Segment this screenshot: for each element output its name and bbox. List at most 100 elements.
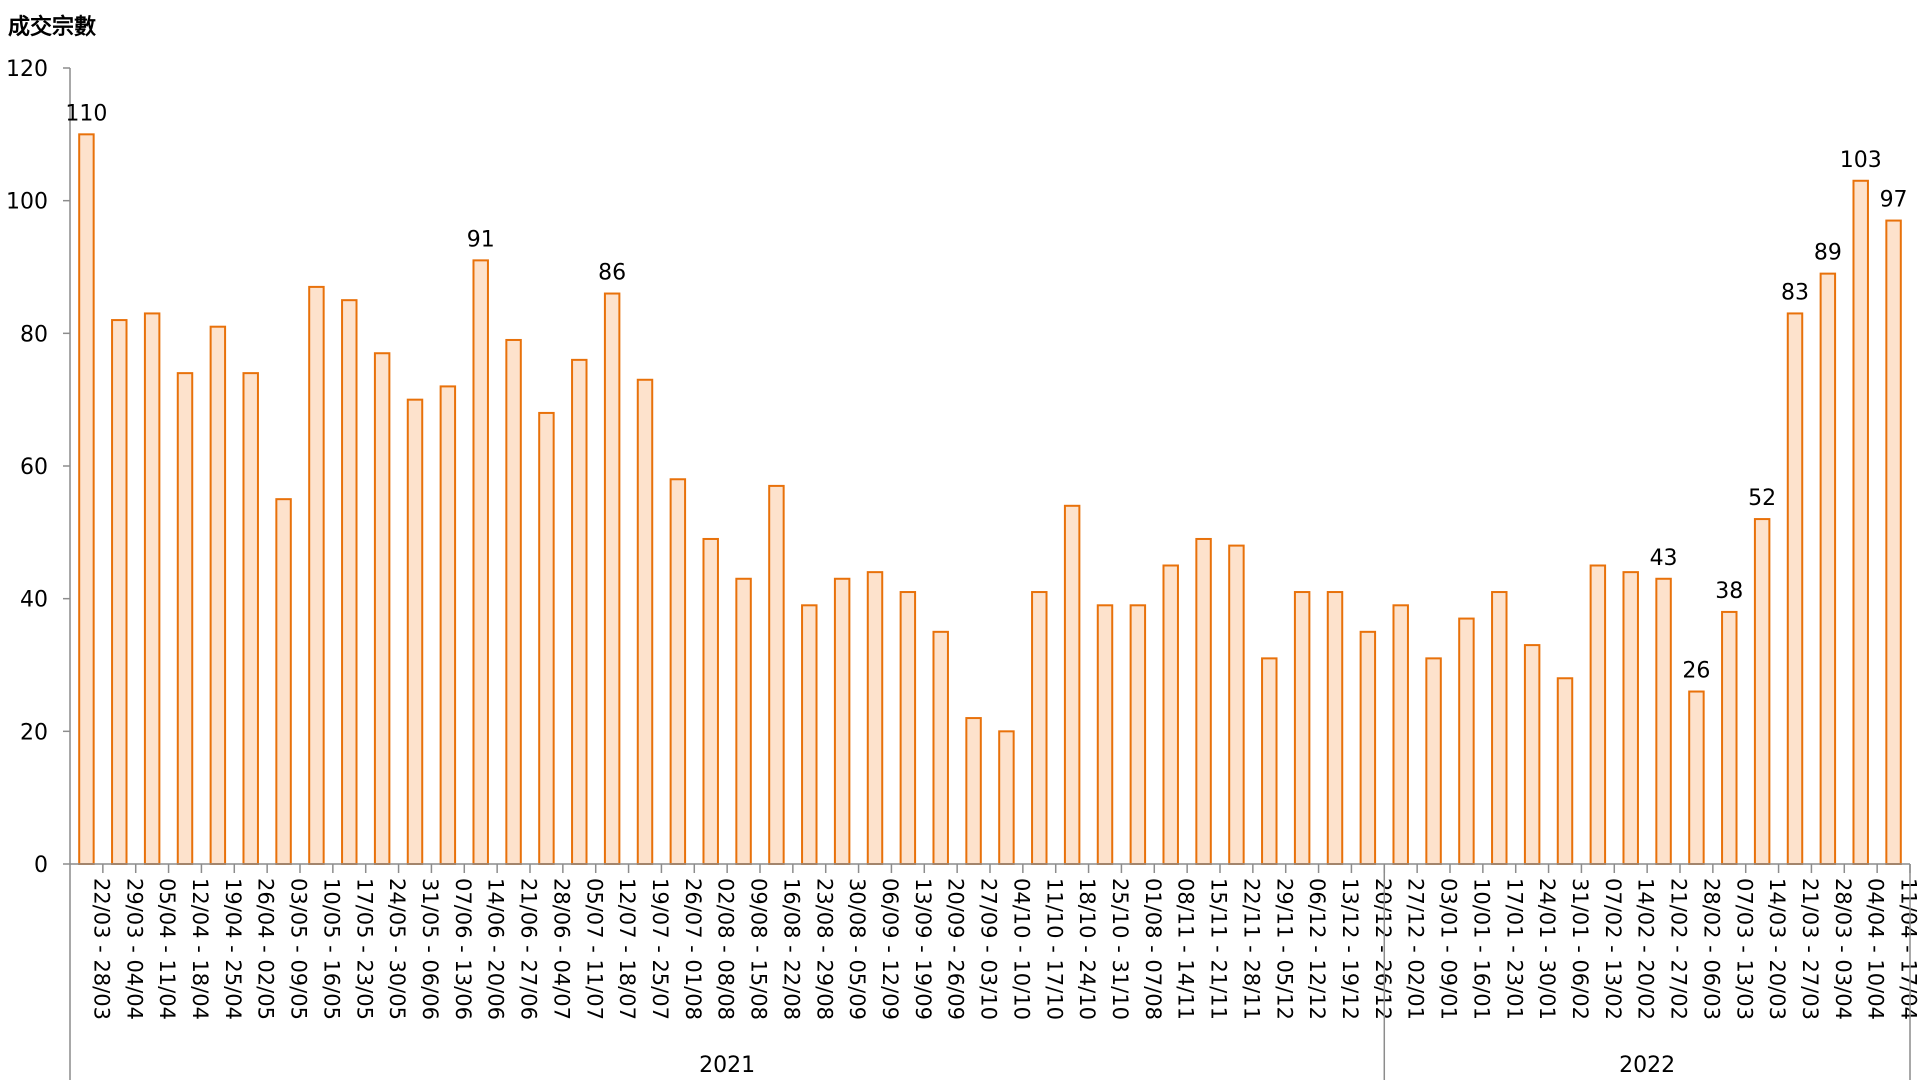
- x-tick-label: 11/10 - 17/10: [1042, 878, 1066, 1020]
- x-tick-label: 11/04 - 17/04: [1897, 878, 1920, 1020]
- bar: [636, 378, 654, 865]
- bar: [1491, 591, 1508, 865]
- bar: [439, 385, 457, 865]
- bar: [1293, 591, 1311, 865]
- bar: [768, 484, 785, 865]
- x-tick-label: 21/06 - 27/06: [517, 878, 541, 1020]
- x-tick-label: 28/03 - 03/04: [1831, 878, 1855, 1020]
- y-tick-label: 120: [6, 57, 48, 82]
- bar: [1392, 604, 1409, 865]
- x-tick-label: 05/04 - 11/04: [155, 878, 179, 1020]
- bar: [1063, 504, 1081, 865]
- bar: [1129, 604, 1147, 865]
- bar: [1031, 591, 1048, 865]
- bar: [1228, 544, 1245, 865]
- x-tick-label: 12/04 - 18/04: [188, 878, 212, 1020]
- x-tick-label: 04/04 - 10/04: [1864, 878, 1888, 1020]
- bar: [1753, 518, 1771, 865]
- bar: [735, 577, 752, 865]
- bar: [1425, 657, 1442, 865]
- y-tick-label: 60: [20, 455, 48, 480]
- x-tick-label: 23/08 - 29/08: [812, 878, 836, 1020]
- bar: [833, 577, 851, 865]
- bar: [1458, 617, 1475, 865]
- x-tick-label: 18/10 - 24/10: [1075, 878, 1099, 1020]
- x-tick-label: 28/06 - 04/07: [549, 878, 573, 1020]
- bar: [1819, 272, 1837, 865]
- x-tick-label: 01/08 - 07/08: [1141, 878, 1165, 1020]
- x-tick-label: 14/06 - 20/06: [484, 878, 508, 1020]
- x-tick-label: 24/01 - 30/01: [1535, 878, 1559, 1020]
- data-label: 89: [1814, 241, 1842, 266]
- x-tick-label: 03/01 - 09/01: [1437, 878, 1461, 1020]
- x-tick-label: 06/09 - 12/09: [878, 878, 902, 1020]
- x-tick-label: 08/11 - 14/11: [1174, 878, 1198, 1020]
- year-group-label: 2022: [1619, 1053, 1675, 1078]
- y-tick-label: 40: [20, 588, 48, 613]
- data-label: 103: [1840, 148, 1882, 173]
- x-tick-label: 25/10 - 31/10: [1108, 878, 1132, 1020]
- bar: [143, 312, 161, 865]
- x-tick-label: 20/12 - 26/12: [1371, 878, 1395, 1020]
- data-label: 43: [1650, 546, 1678, 571]
- x-tick-label: 03/05 - 09/05: [287, 878, 311, 1020]
- x-tick-label: 07/02 - 13/02: [1601, 878, 1625, 1020]
- bar: [538, 411, 555, 865]
- x-tick-label: 16/08 - 22/08: [779, 878, 803, 1020]
- bar: [571, 358, 588, 865]
- bar: [242, 372, 259, 865]
- data-label: 110: [65, 101, 107, 126]
- x-tick-label: 02/08 - 08/08: [714, 878, 738, 1020]
- bar: [1195, 537, 1212, 865]
- bar: [1556, 677, 1574, 865]
- bar: [1096, 604, 1114, 865]
- x-tick-label: 22/11 - 28/11: [1239, 878, 1263, 1020]
- x-tick-label: 17/01 - 23/01: [1502, 878, 1526, 1020]
- x-tick-label: 20/09 - 26/09: [944, 878, 968, 1020]
- data-label: 38: [1715, 579, 1743, 604]
- bar: [603, 292, 621, 865]
- x-tick-label: 10/05 - 16/05: [319, 878, 343, 1020]
- bar: [78, 133, 95, 866]
- data-label: 86: [598, 261, 626, 286]
- x-tick-label: 27/12 - 02/01: [1404, 878, 1428, 1020]
- x-axis: 22/03 - 28/03 29/03 - 04/04 05/04 - 11/04 1…: [69, 863, 1920, 1080]
- data-label: 97: [1880, 188, 1908, 213]
- y-axis-title: 成交宗數: [8, 14, 96, 40]
- x-tick-label: 04/10 - 10/10: [1009, 878, 1033, 1020]
- x-tick-label: 05/07 - 11/07: [582, 878, 606, 1020]
- bar: [998, 730, 1015, 865]
- data-label: 91: [467, 227, 495, 252]
- bar: [801, 604, 818, 865]
- x-tick-label: 17/05 - 23/05: [352, 878, 376, 1020]
- bar: [209, 325, 227, 865]
- x-tick-label: 27/09 - 03/10: [977, 878, 1001, 1020]
- bar: [1589, 564, 1607, 865]
- x-tick-label: 13/09 - 19/09: [911, 878, 935, 1020]
- bar: [111, 319, 128, 866]
- x-tick-label: 15/11 - 21/11: [1207, 878, 1231, 1020]
- bar: [965, 717, 982, 865]
- bar: [669, 478, 687, 865]
- bar: [866, 571, 884, 866]
- bar: [1162, 564, 1179, 865]
- x-tick-label: 21/02 - 27/02: [1667, 878, 1691, 1020]
- data-label: 83: [1781, 280, 1809, 305]
- bar: [1852, 179, 1869, 865]
- bar: [1523, 644, 1541, 865]
- bar: [1261, 657, 1278, 865]
- bar: [308, 285, 325, 865]
- y-tick-label: 100: [6, 190, 48, 215]
- x-tick-label: 06/12 - 12/12: [1305, 878, 1329, 1020]
- x-tick-label: 31/01 - 06/02: [1568, 878, 1592, 1020]
- bar: [1721, 610, 1738, 866]
- bar: [702, 537, 719, 865]
- x-tick-label: 14/02 - 20/02: [1634, 878, 1658, 1020]
- x-tick-label: 24/05 - 30/05: [385, 878, 409, 1020]
- x-tick-label: 10/01 - 16/01: [1469, 878, 1493, 1020]
- bar: [406, 398, 424, 865]
- bar: [899, 591, 917, 865]
- x-tick-label: 31/05 - 06/06: [418, 878, 442, 1020]
